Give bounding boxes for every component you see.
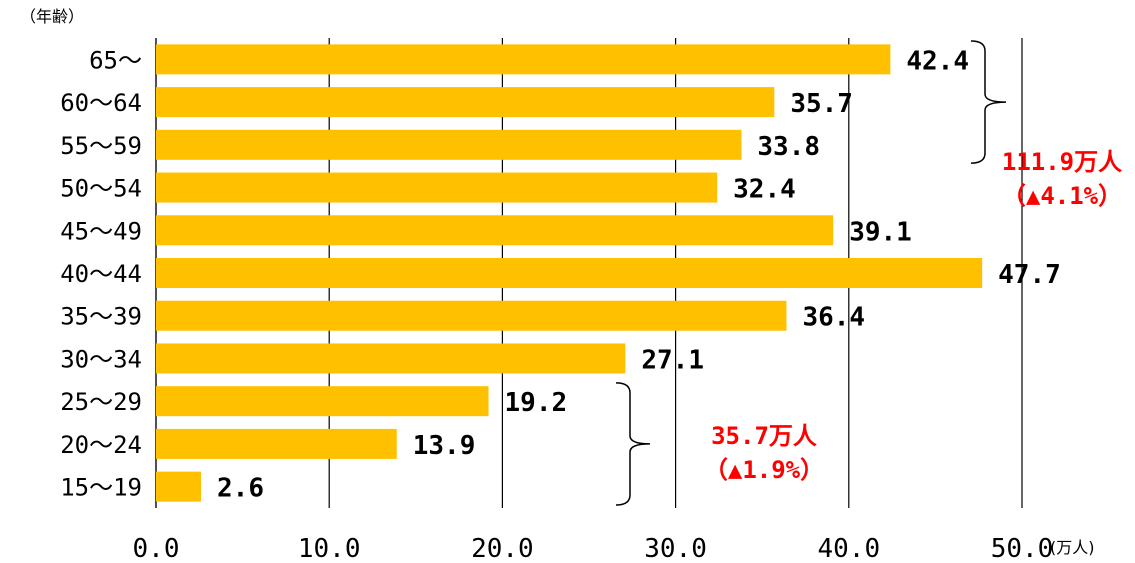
bar bbox=[156, 471, 202, 502]
group-total-label: 111.9万人 bbox=[1002, 148, 1122, 176]
y-tick-label: 45～49 bbox=[60, 217, 142, 245]
bar-value-label: 39.1 bbox=[849, 217, 912, 247]
bar bbox=[156, 129, 742, 160]
y-tick-label: 15～19 bbox=[60, 474, 142, 502]
y-tick-label: 30～34 bbox=[60, 345, 142, 373]
bar bbox=[156, 258, 983, 288]
group-bracket bbox=[615, 382, 651, 506]
group-total-label: 35.7万人 bbox=[711, 422, 817, 450]
y-tick-label: 20～24 bbox=[60, 431, 142, 459]
y-tick-label: 65～ bbox=[89, 46, 142, 74]
group-bracket bbox=[970, 40, 1007, 164]
bar-value-label: 19.2 bbox=[505, 388, 568, 418]
y-tick-label: 35～39 bbox=[60, 303, 142, 331]
bar-value-label: 2.6 bbox=[217, 474, 264, 504]
y-tick-label: 50～54 bbox=[60, 175, 142, 203]
bar-value-label: 27.1 bbox=[641, 345, 704, 375]
bar-value-label: 42.4 bbox=[906, 46, 969, 76]
y-tick-label: 60～64 bbox=[60, 89, 142, 117]
x-tick-label: 50.0 bbox=[991, 534, 1054, 563]
x-tick-label: 0.0 bbox=[133, 534, 180, 563]
bar bbox=[156, 386, 489, 417]
bar bbox=[156, 215, 834, 246]
bar bbox=[156, 343, 626, 374]
y-tick-label: 25～29 bbox=[60, 388, 142, 416]
group-change-label: （▲1.9%） bbox=[704, 456, 824, 484]
x-tick-label: 30.0 bbox=[644, 534, 707, 563]
x-tick-label: 40.0 bbox=[817, 534, 880, 563]
x-axis-unit-label: (万人) bbox=[1050, 538, 1095, 557]
y-axis-unit-label: （年齢） bbox=[20, 7, 84, 26]
bar bbox=[156, 44, 891, 75]
bar-value-label: 13.9 bbox=[413, 431, 476, 461]
y-tick-label: 55～59 bbox=[60, 132, 142, 160]
bar-value-label: 36.4 bbox=[802, 303, 865, 333]
bar bbox=[156, 300, 787, 331]
bar-value-label: 33.8 bbox=[757, 132, 820, 162]
x-tick-label: 20.0 bbox=[471, 534, 534, 563]
bar bbox=[156, 172, 718, 203]
bar-value-label: 32.4 bbox=[733, 175, 796, 205]
x-tick-label: 10.0 bbox=[298, 534, 361, 563]
y-tick-label: 40～44 bbox=[60, 260, 142, 288]
bar bbox=[156, 87, 775, 118]
bar-value-label: 47.7 bbox=[998, 260, 1061, 290]
bar bbox=[156, 428, 397, 459]
group-change-label: （▲4.1%） bbox=[1002, 182, 1122, 210]
bar-value-label: 35.7 bbox=[790, 89, 853, 119]
